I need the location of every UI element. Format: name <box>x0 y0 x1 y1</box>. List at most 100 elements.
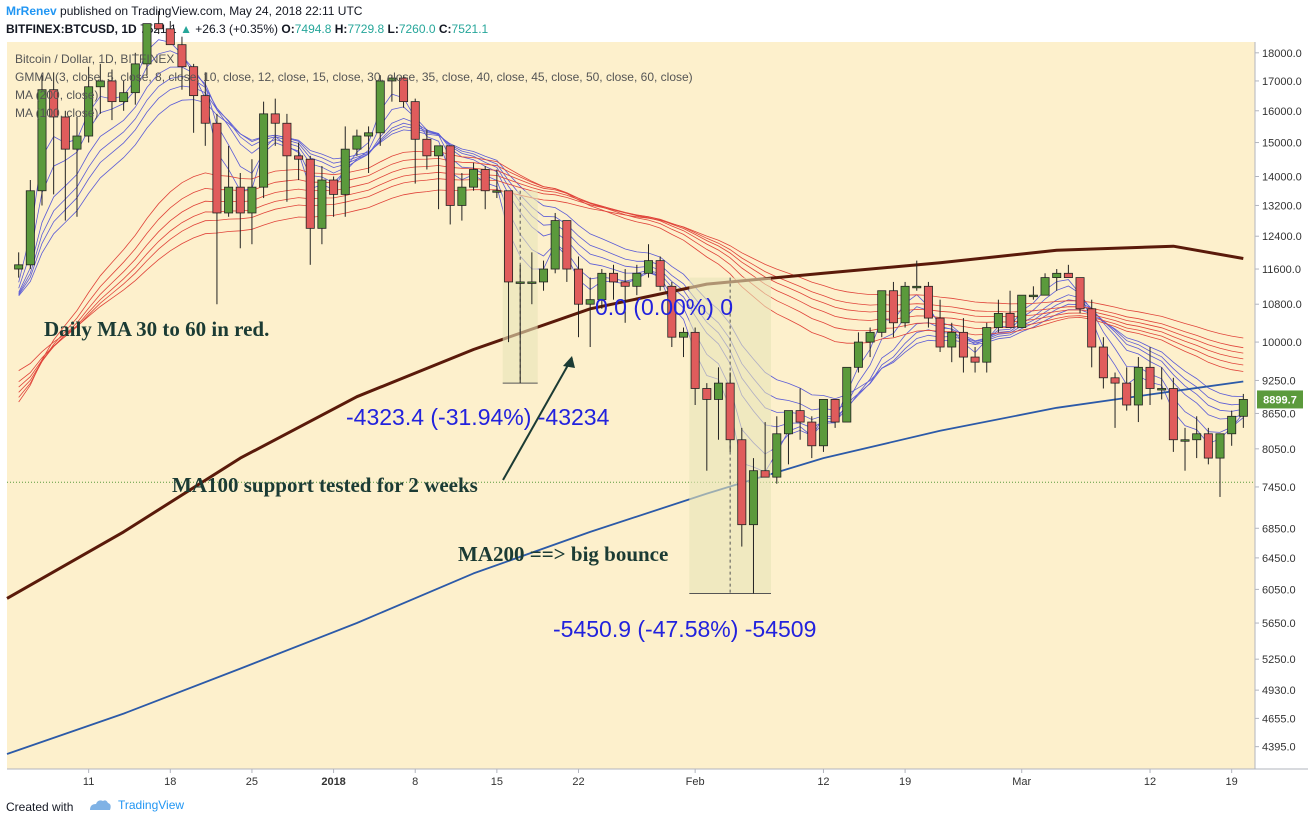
tradingview-brand-label: TradingView <box>118 798 185 812</box>
time-tick-label: 11 <box>83 776 94 788</box>
symbol-label: BITFINEX:BTCUSD, 1D <box>6 22 137 36</box>
bull-candle <box>14 264 24 270</box>
bull-candle <box>84 86 94 137</box>
bull-candle <box>72 135 82 150</box>
bear-candle <box>888 290 898 324</box>
bear-candle <box>702 388 712 400</box>
tradingview-logo-icon <box>90 800 111 810</box>
bull-candle <box>1227 415 1237 435</box>
bear-candle <box>107 80 117 103</box>
chart-header: MrRenev published on TradingView.com, Ma… <box>0 0 1315 42</box>
bear-candle <box>189 66 199 97</box>
bull-candle <box>95 80 105 88</box>
bull-candle <box>364 132 374 137</box>
bull-candle <box>597 272 607 301</box>
bull-candle <box>713 382 723 400</box>
bull-candle <box>853 341 863 368</box>
measure-label-2: -5450.9 (-47.58%) -54509 <box>553 616 816 642</box>
bear-candle <box>1063 272 1073 278</box>
author-link[interactable]: MrRenev <box>6 4 57 18</box>
bear-candle <box>1087 308 1097 348</box>
bear-candle <box>60 116 70 150</box>
bull-candle <box>877 290 887 333</box>
time-tick-label: Feb <box>686 776 705 788</box>
bear-candle <box>399 77 409 103</box>
bull-candle <box>1052 272 1062 278</box>
bear-candle <box>667 285 677 338</box>
bull-candle <box>550 220 560 270</box>
bull-candle <box>679 331 688 338</box>
price-tick-label: 18000.0 <box>1262 48 1302 60</box>
price-tick-label: 10000.0 <box>1262 337 1302 349</box>
bear-candle <box>620 281 630 287</box>
price-tick-label: 6450.0 <box>1262 553 1296 565</box>
ma200-line <box>6 380 1244 755</box>
price-tick-label: 9250.0 <box>1262 375 1296 387</box>
bear-candle <box>1005 313 1015 328</box>
bear-candle <box>270 113 280 124</box>
time-axis[interactable] <box>7 769 1255 790</box>
created-with-label: Created with <box>6 800 74 814</box>
bear-candle <box>737 439 747 526</box>
time-tick-label: 2018 <box>321 776 345 788</box>
bear-candle <box>165 28 175 46</box>
tradingview-brand[interactable]: TradingView <box>88 798 184 812</box>
bear-candle <box>655 260 665 287</box>
bull-candle <box>119 92 129 103</box>
gmma-short-line <box>18 39 1244 473</box>
bull-candle <box>783 410 793 435</box>
bull-candle <box>457 186 467 206</box>
bull-candle <box>539 268 549 283</box>
bear-candle <box>574 268 583 305</box>
bull-candle <box>585 299 595 305</box>
low-label: L: <box>387 22 399 36</box>
price-tick-label: 13200.0 <box>1262 200 1302 212</box>
price-tick-label: 4395.0 <box>1262 742 1296 754</box>
bear-candle <box>235 186 245 214</box>
candles <box>14 10 1248 594</box>
bear-candle <box>480 169 490 192</box>
bear-candle <box>212 122 222 214</box>
price-tick-label: 10800.0 <box>1262 299 1302 311</box>
bull-candle <box>527 281 537 284</box>
bear-candle <box>760 470 770 478</box>
bull-candle <box>375 80 385 134</box>
time-tick-label: 12 <box>1144 776 1156 788</box>
price-tick-label: 16000.0 <box>1262 106 1302 118</box>
daily-ma-note: Daily MA 30 to 60 in red. <box>44 317 269 341</box>
symbol-info: BITFINEX:BTCUSD, 1D 7521.1 ▲ +26.3 (+0.3… <box>6 22 488 36</box>
bull-candle <box>1157 388 1167 391</box>
annotations: Daily MA 30 to 60 in red. MA100 support … <box>44 294 816 642</box>
legend-gmma: GMMA (3, close, 5, close, 8, close, 10, … <box>15 70 693 84</box>
bull-candle <box>772 433 782 478</box>
price-chart[interactable]: 18000.0 17000.0 16000.0 15000.0 14000.0 13200… <box>0 0 1315 790</box>
bear-candle <box>725 382 735 441</box>
bear-candle <box>1098 346 1108 379</box>
open-label: O: <box>281 22 295 36</box>
price-tick-label: 6850.0 <box>1262 523 1296 535</box>
bull-candle <box>25 190 35 266</box>
bear-candle <box>1075 277 1085 310</box>
bull-candle <box>37 89 47 192</box>
bull-candle <box>352 135 362 150</box>
legend: Bitcoin / Dollar, 1D, BITFINEX GMMA (3, … <box>15 52 693 120</box>
time-tick-label: 19 <box>899 776 911 788</box>
time-tick-label: Mar <box>1012 776 1031 788</box>
bear-candle <box>958 331 968 358</box>
bear-candle <box>1110 377 1120 384</box>
gmma-long-line <box>18 178 1244 383</box>
bear-candle <box>504 190 514 283</box>
legend-ma100: MA (100, close) <box>15 106 98 120</box>
price-tick-label: 7450.0 <box>1262 482 1296 494</box>
bear-candle <box>795 410 805 423</box>
bull-candle <box>1238 399 1248 417</box>
price-tick-label: 8050.0 <box>1262 444 1296 456</box>
price-tick-label: 8650.0 <box>1262 408 1296 420</box>
bear-candle <box>807 421 817 447</box>
price-tick-label: 11600.0 <box>1262 264 1301 276</box>
bull-candle <box>492 190 502 193</box>
price-tick-label: 4655.0 <box>1262 713 1296 725</box>
price-tick-label: 6050.0 <box>1262 584 1296 596</box>
footer: Created with TradingView <box>0 790 1315 825</box>
bull-candle <box>818 399 828 447</box>
